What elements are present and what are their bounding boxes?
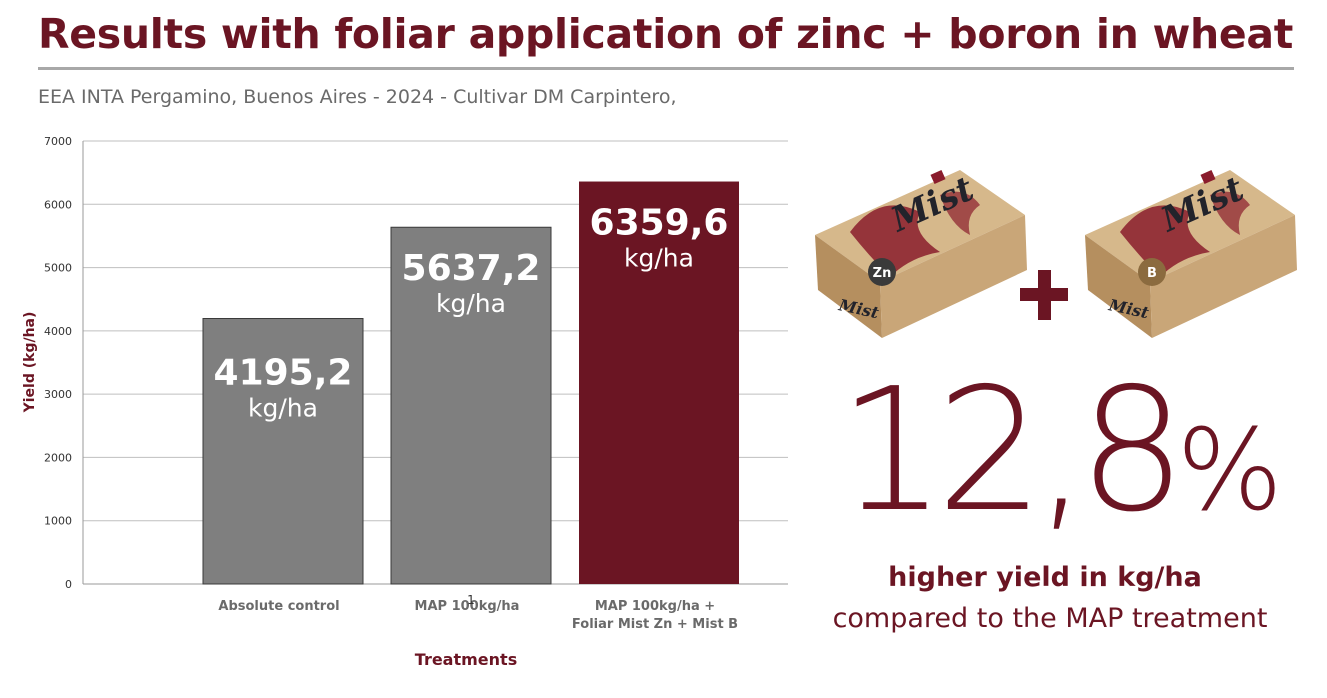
y-axis-label: Yield (kg/ha) <box>22 312 38 414</box>
x-tick-label: MAP 100kg/ha + <box>595 599 715 614</box>
plus-icon <box>1020 270 1068 320</box>
y-tick-label: 1000 <box>44 515 72 528</box>
yield-comparison-caption: compared to the MAP treatment <box>832 603 1268 634</box>
y-tick-label: 0 <box>65 578 72 591</box>
y-tick-label: 6000 <box>44 198 72 211</box>
y-tick-label: 2000 <box>44 451 72 464</box>
product-boxes-illustration: Mist Zn Mist Mist B Mist <box>815 169 1297 338</box>
bar-unit-label: kg/ha <box>248 394 318 423</box>
y-tick-label: 5000 <box>44 262 72 275</box>
percent-symbol: % <box>1176 406 1283 536</box>
yield-bar-chart: 0 1000 2000 3000 4000 5000 6000 7000 Yield (kg/h… <box>22 135 788 669</box>
bar-unit-label: kg/ha <box>436 289 506 318</box>
bar <box>202 318 364 585</box>
product-visual: Mist Zn Mist Mist B Mist <box>810 160 1300 350</box>
y-tick-label: 7000 <box>44 135 72 148</box>
yield-increase-caption: higher yield in kg/ha <box>888 562 1202 593</box>
page-title: Results with foliar application of zinc … <box>38 10 1294 58</box>
bar <box>579 181 739 584</box>
mist-b-box: Mist B Mist <box>1085 169 1297 338</box>
stray-label: 1 <box>467 593 475 607</box>
bar-unit-label: kg/ha <box>624 244 694 273</box>
yield-increase-value: 12,8% <box>838 366 1283 566</box>
x-axis-label: Treatments <box>415 650 517 669</box>
bar <box>390 226 552 585</box>
y-tick-label: 4000 <box>44 325 72 338</box>
x-tick-label: Absolute control <box>218 599 339 614</box>
x-tick-label: MAP 100kg/ha <box>415 599 520 614</box>
mist-zn-box: Mist Zn Mist <box>815 169 1027 338</box>
box2-badge: B <box>1147 266 1157 281</box>
page-subtitle: EEA INTA Pergamino, Buenos Aires - 2024 … <box>38 86 677 108</box>
title-divider <box>38 67 1294 70</box>
box1-badge: Zn <box>873 266 892 281</box>
yield-increase-number: 12,8 <box>838 352 1187 550</box>
bar-value-label: 4195,2 <box>214 353 353 394</box>
bar-value-label: 6359,6 <box>590 203 729 244</box>
bar-value-label: 5637,2 <box>402 248 541 289</box>
x-tick-label: Foliar Mist Zn + Mist B <box>572 617 738 632</box>
y-tick-label: 3000 <box>44 388 72 401</box>
